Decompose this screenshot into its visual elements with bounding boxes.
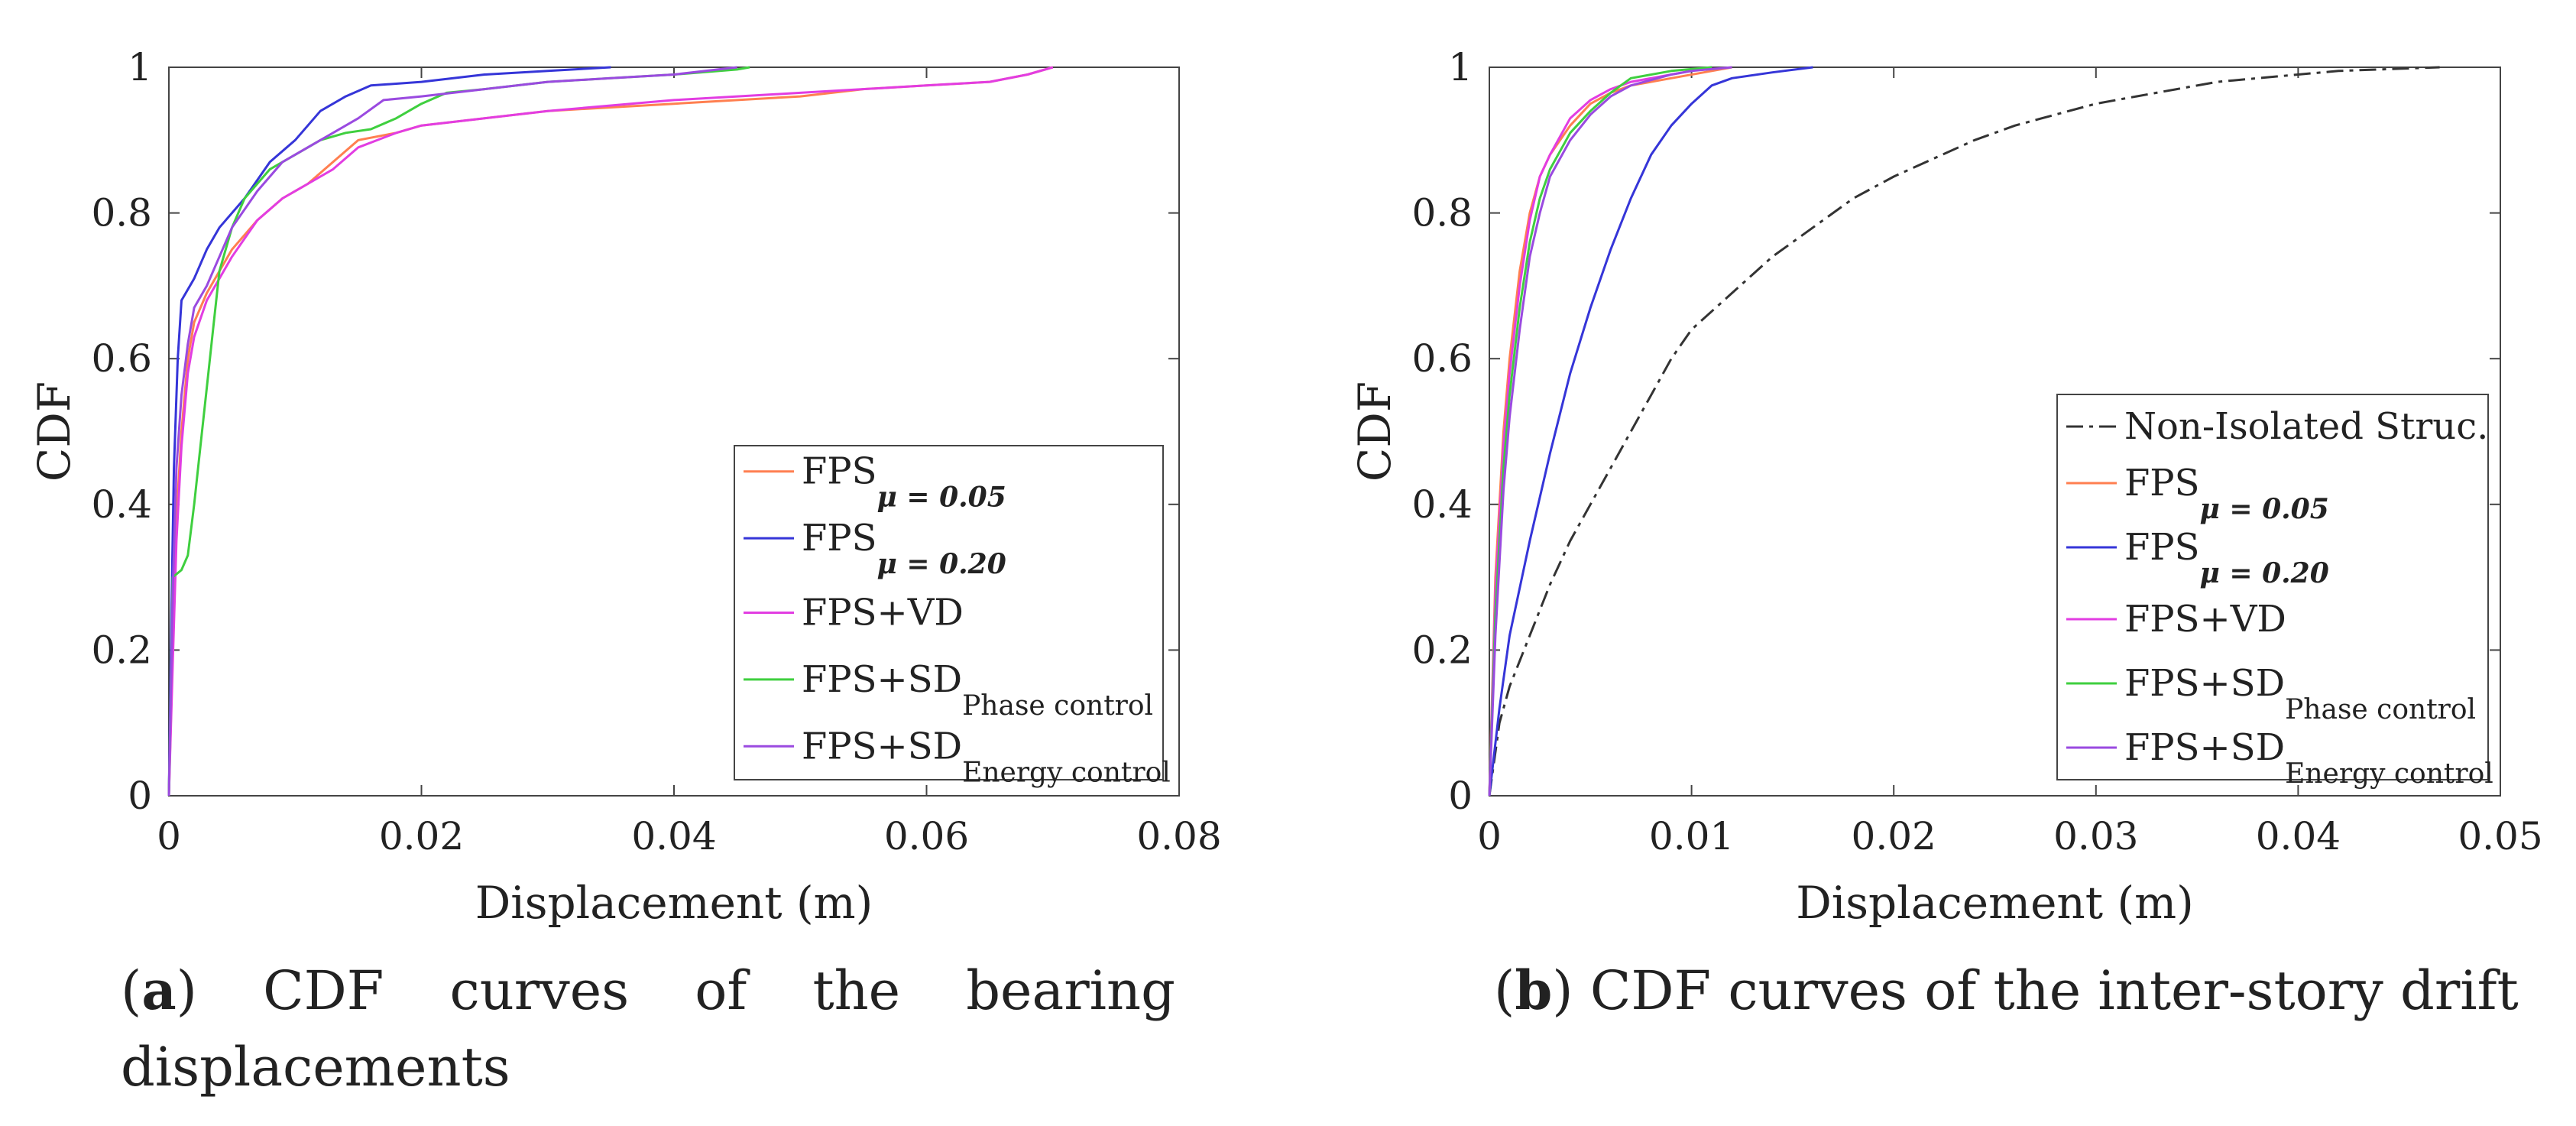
x-axis-label: Displacement (m): [475, 877, 873, 929]
x-axis-label: Displacement (m): [1796, 877, 2194, 929]
y-tick-label: 0: [128, 774, 152, 818]
legend-label-main: FPS: [802, 517, 876, 560]
legend-label: FPS+SDPhase control: [2124, 662, 2476, 725]
chart-b: 0 0.01 0.02 0.03 0.04 0.05 0 0.2 0.4 0.6 0.8 1 Displ…: [1349, 45, 2543, 929]
legend-label-main: FPS: [2124, 526, 2199, 569]
series-line: [167, 66, 611, 797]
caption-a-line2: displacements: [121, 1036, 510, 1098]
caption-b-text: CDF curves of the inter-story drift: [1573, 959, 2519, 1022]
x-tick-label: 0.04: [631, 814, 716, 858]
x-tick-label: 0.08: [1136, 814, 1221, 858]
x-tick-label: 0.04: [2256, 814, 2341, 858]
legend-label-sub: μ = 0.20: [876, 548, 1006, 580]
x-tick-label: 0.05: [2458, 814, 2542, 858]
legend-label-main: Non-Isolated Struc.: [2124, 405, 2488, 448]
y-tick-label: 0.6: [1411, 336, 1473, 381]
series-line: [1488, 66, 1813, 797]
legend-label-sub: μ = 0.05: [876, 482, 1006, 514]
legend-label-main: FPS: [802, 450, 876, 493]
legend-label: FPSμ = 0.05: [2124, 462, 2329, 525]
y-tick-label: 0.4: [1411, 482, 1473, 527]
x-tick-label: 0: [157, 814, 181, 858]
legend-label: FPSμ = 0.20: [802, 517, 1006, 580]
y-tick-label: 0: [1448, 774, 1473, 818]
y-tick-label: 0.6: [91, 336, 152, 381]
series-line: [1488, 66, 1712, 797]
legend-label: FPS+VD: [2124, 598, 2286, 641]
y-tick-label: 0.2: [1411, 628, 1473, 672]
legend-label-main: FPS+VD: [2124, 598, 2286, 641]
caption-a-label: (a): [121, 959, 197, 1022]
caption-b: (b) CDF curves of the inter-story drift: [1494, 952, 2564, 1029]
caption-b-label: (b): [1494, 959, 1573, 1022]
caption-a: (a) CDF curves of the bearing displaceme…: [121, 952, 1175, 1105]
legend-box: [2056, 394, 2489, 780]
y-tick-label: 0.8: [1411, 191, 1473, 235]
legend-label-main: FPS+SD: [2124, 662, 2285, 705]
caption-a-word: CDF: [263, 959, 384, 1022]
legend-label: FPS+SDEnergy control: [802, 725, 1171, 788]
y-tick-label: 0.8: [91, 191, 152, 235]
legend-label-sub: Phase control: [962, 690, 1153, 722]
series-line: [1488, 66, 2440, 797]
x-tick-label: 0.06: [884, 814, 969, 858]
legend-label-sub: Energy control: [2285, 758, 2493, 790]
x-tick-label: 0: [1477, 814, 1502, 858]
legend-label-main: FPS+SD: [2124, 726, 2285, 769]
series-line: [167, 66, 737, 797]
y-axis-label: CDF: [28, 381, 80, 482]
legend-label-main: FPS+SD: [802, 725, 962, 767]
legend-label: FPS+VD: [802, 592, 964, 634]
caption-a-word: curves: [449, 959, 630, 1022]
x-tick-label: 0.01: [1649, 814, 1734, 858]
y-tick-label: 1: [128, 45, 152, 89]
y-tick-label: 1: [1448, 45, 1473, 89]
series-line: [167, 66, 750, 797]
x-tick-label: 0.03: [2053, 814, 2138, 858]
legend-label: FPSμ = 0.20: [2124, 526, 2329, 589]
legend-label: FPSμ = 0.05: [802, 450, 1006, 514]
legend-label-main: FPS: [2124, 462, 2199, 505]
x-tick-label: 0.02: [379, 814, 464, 858]
series-line: [1488, 66, 1732, 797]
chart-a: 0 0.02 0.04 0.06 0.08 0 0.2 0.4 0.6 0.8 1 Displacem…: [28, 45, 1222, 929]
series-line: [167, 66, 1054, 797]
y-tick-label: 0.2: [91, 628, 152, 672]
legend-label-sub: μ = 0.20: [2199, 557, 2328, 589]
legend-box: [734, 445, 1164, 780]
caption-a-line1: (a) CDF curves of the bearing: [121, 952, 1175, 1029]
legend-label-main: FPS+VD: [802, 592, 964, 634]
legend-label: Non-Isolated Struc.: [2124, 405, 2488, 448]
caption-a-word: bearing: [966, 959, 1175, 1022]
caption-a-word: of: [695, 959, 747, 1022]
series-line: [1488, 66, 1712, 797]
legend-label-sub: μ = 0.05: [2199, 493, 2328, 525]
series-line: [1488, 66, 1732, 797]
y-tick-label: 0.4: [91, 482, 152, 527]
legend-label: FPS+SDEnergy control: [2124, 726, 2493, 790]
legend-label-sub: Energy control: [962, 757, 1171, 788]
legend-label-sub: Phase control: [2285, 694, 2476, 725]
y-axis-label: CDF: [1349, 381, 1401, 482]
legend-label-main: FPS+SD: [802, 658, 962, 701]
x-tick-label: 0.02: [1852, 814, 1936, 858]
plot-frame: [1489, 67, 2501, 797]
legend-label: FPS+SDPhase control: [802, 658, 1153, 722]
caption-a-word: the: [812, 959, 901, 1022]
